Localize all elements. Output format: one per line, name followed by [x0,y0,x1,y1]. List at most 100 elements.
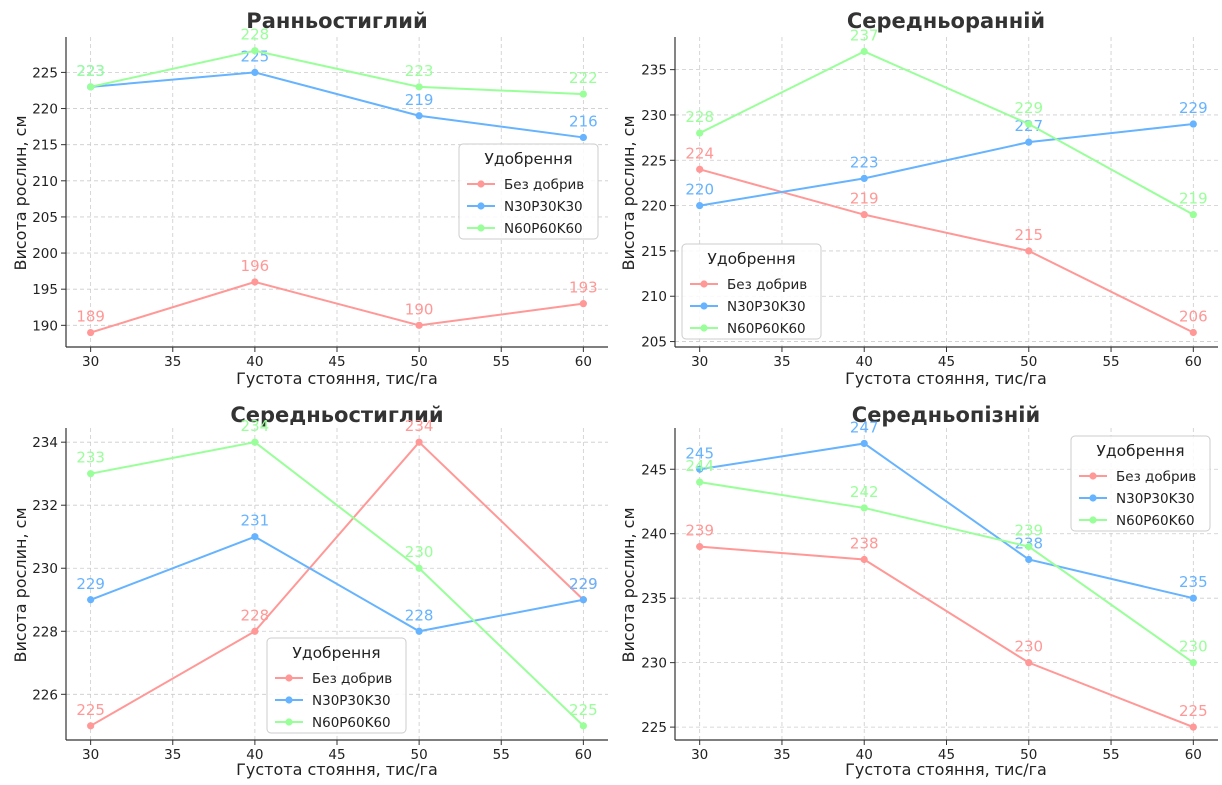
chart-1-xlabel: Густота стояння, тис/га [236,369,438,388]
data-label: 189 [76,308,105,326]
legend-entry: N60P60K60 [504,221,583,237]
data-label: 225 [1179,702,1208,720]
legend-entry: N30P30K30 [727,299,806,315]
x-tick-label: 60 [1185,747,1202,763]
data-point [696,201,704,210]
x-tick-label: 40 [856,747,873,763]
data-point [696,165,704,173]
data-point [579,300,587,308]
x-tick-label: 55 [493,354,510,370]
data-label: 225 [76,701,105,719]
data-point [251,278,259,286]
data-label: 228 [241,606,270,624]
data-point [1189,211,1197,219]
data-label: 242 [850,483,879,501]
series-line-1 [699,545,1194,729]
x-tick-label: 45 [328,354,345,370]
legend-marker [477,202,485,210]
y-tick-label: 245 [641,462,667,478]
x-tick-label: 60 [575,747,592,763]
legend-marker [700,324,708,332]
legend-title: Удобрення [292,644,380,662]
y-tick-label: 200 [32,246,58,262]
legend-marker [285,696,293,704]
legend-entry: Без добрив [312,671,392,687]
legend-entry: N30P30K30 [1116,491,1195,507]
data-label: 235 [1179,573,1208,591]
chart-panel-3: Середньостиглий Густота стояння, тис/га … [11,403,444,779]
data-label: 238 [850,535,879,553]
legend-marker [477,224,485,232]
y-tick-label: 230 [641,656,667,672]
data-label: 216 [569,112,598,130]
x-tick-label: 40 [246,747,263,763]
chart-4-plot: 30 35 40 45 50 55 60 225 230 235 240 245 239 238 230 22… [641,418,1218,763]
data-label: 237 [850,27,879,45]
legend-entry: Без добрив [727,277,807,293]
x-tick-label: 50 [411,354,428,370]
legend-entry: Без добрив [504,177,584,193]
legend-box [458,143,599,240]
x-tick-label: 55 [493,747,510,763]
legend-marker [477,180,485,188]
data-label: 230 [1014,638,1043,656]
data-point [251,68,259,77]
series-line-3 [90,441,585,727]
data-point [1189,594,1197,602]
data-label: 223 [850,153,879,171]
data-point [860,47,868,56]
data-label: 219 [850,190,879,208]
data-label: 215 [1014,226,1043,244]
data-label: 222 [569,69,598,87]
y-tick-label: 230 [32,561,58,577]
legend-box [266,637,407,734]
y-tick-label: 225 [641,720,667,736]
legend-marker [700,302,708,310]
legend-entry: N60P60K60 [727,321,806,337]
data-point [1025,543,1033,551]
data-point [696,129,704,137]
chart-3-title: Середньостиглий [230,403,443,427]
data-label: 230 [405,543,434,561]
chart-1-ylabel: Висота рослин, см [11,115,30,270]
x-tick-label: 60 [575,354,592,370]
data-label: 223 [76,62,105,80]
series-line-3 [90,49,584,96]
series-line-2 [699,442,1194,600]
x-tick-label: 30 [82,747,99,763]
series-line-2 [90,71,584,139]
data-point [860,439,868,448]
data-point [415,627,423,635]
chart-3-xlabel: Густота стояння, тис/га [236,760,438,779]
data-point [415,438,423,446]
data-point [415,83,423,91]
data-point [579,133,587,142]
data-point [696,478,704,486]
data-label: 231 [241,512,270,530]
x-tick-label: 60 [1185,354,1202,370]
y-tick-label: 230 [641,108,667,124]
legend-marker [1089,516,1097,524]
y-tick-label: 225 [641,153,667,169]
data-label: 229 [76,575,105,593]
x-tick-label: 50 [1020,747,1037,763]
x-tick-label: 40 [856,354,873,370]
y-tick-label: 220 [32,102,58,118]
y-tick-label: 226 [32,687,58,703]
data-label: 219 [405,91,434,109]
data-point [860,174,868,183]
legend-title: Удобрення [1096,442,1184,460]
data-point [1189,659,1197,667]
series-line-2 [90,535,584,633]
chart-2-legend: Удобрення Без добрив N30P30K30 N60P60K60 [681,243,822,340]
data-label: 193 [569,279,598,297]
data-label: 233 [76,449,105,467]
data-point [87,596,95,604]
y-tick-label: 190 [32,318,58,334]
data-point [251,47,259,55]
data-point [1025,247,1033,255]
data-label: 229 [569,575,598,593]
data-label: 229 [569,575,598,593]
data-point [579,90,587,98]
